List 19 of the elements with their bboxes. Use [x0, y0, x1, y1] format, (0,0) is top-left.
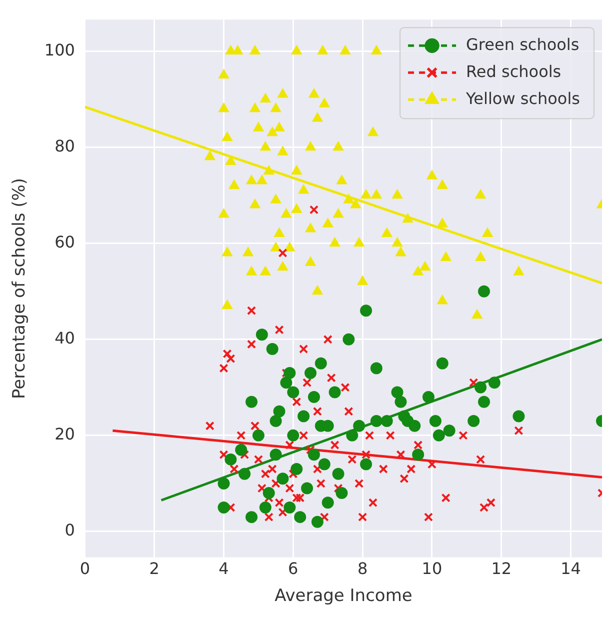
legend-label: Green schools	[466, 34, 580, 54]
y-tick-label: 0	[64, 520, 75, 540]
y-tick-label: 100	[44, 40, 75, 60]
x-tick-label: 12	[491, 559, 512, 578]
legend-label: Yellow schools	[465, 88, 580, 108]
x-tick-label: 10	[422, 559, 442, 578]
y-axis-title: Percentage of schools (%)	[10, 178, 30, 400]
y-tick-label: 20	[54, 424, 75, 444]
x-tick-label: 8	[357, 559, 368, 578]
y-tick-label: 40	[54, 328, 75, 348]
x-tick-label: 4	[218, 559, 229, 578]
y-tick-label: 60	[54, 232, 75, 252]
x-axis-title: Average Income	[274, 586, 412, 606]
y-tick-label: 80	[54, 136, 75, 156]
x-tick-label: 14	[560, 559, 581, 578]
x-tick-label: 0	[80, 559, 90, 578]
x-tick-label: 2	[149, 559, 160, 578]
x-tick-label: 6	[288, 559, 298, 578]
legend-label: Red schools	[466, 62, 562, 81]
